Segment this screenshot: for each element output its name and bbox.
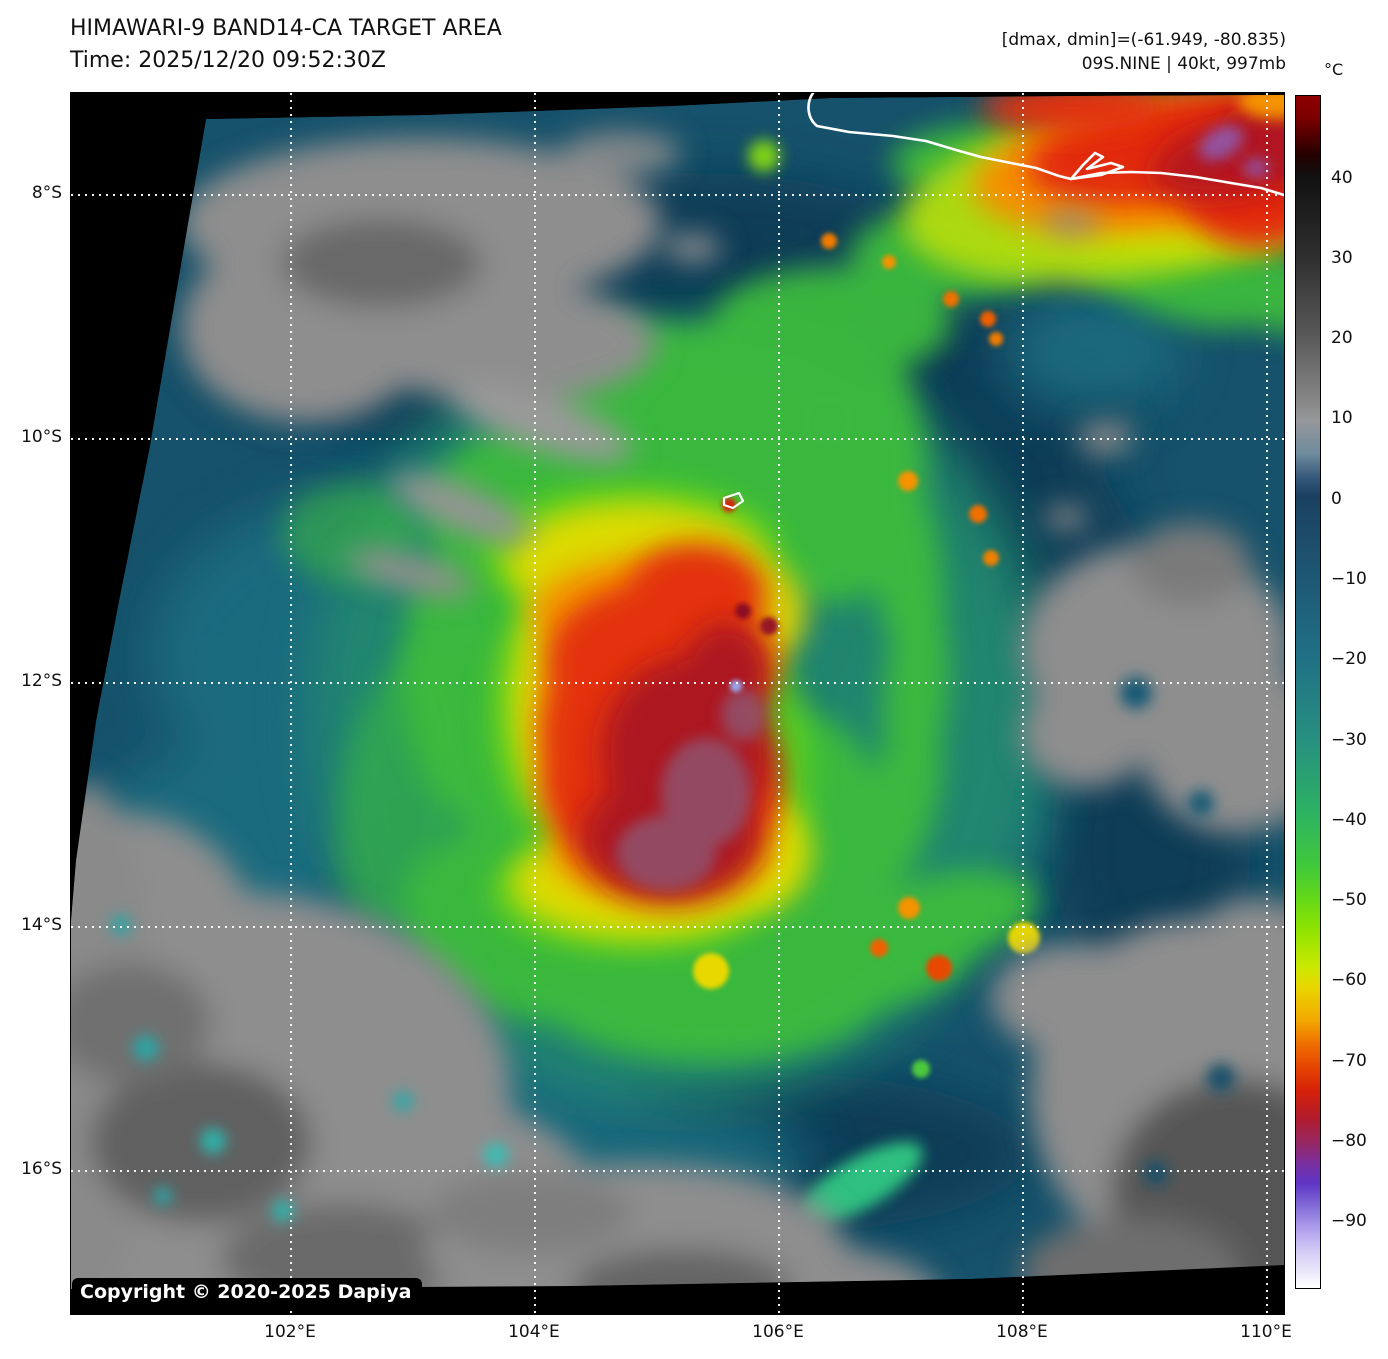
lat-tick-label: 10°S — [21, 427, 62, 448]
lon-tick-label: 106°E — [752, 1322, 804, 1342]
ir-raster — [71, 95, 1284, 1289]
copyright-badge: Copyright © 2020-2025 Dapiya — [72, 1278, 423, 1307]
lon-tick-label: 110°E — [1240, 1322, 1292, 1342]
page-title: HIMAWARI-9 BAND14-CA TARGET AREA — [70, 16, 502, 41]
temperature-colorbar — [1295, 95, 1321, 1289]
colorbar-tick-label: −70 — [1331, 1050, 1367, 1071]
colorbar-tick-label: 40 — [1331, 167, 1353, 188]
satellite-imagery — [71, 93, 1284, 1314]
colorbar-tick-label: −30 — [1331, 729, 1367, 750]
colorbar-tick-label: −10 — [1331, 568, 1367, 589]
map-plot-area: Copyright © 2020-2025 Dapiya — [70, 92, 1285, 1315]
colorbar-tick-label: 20 — [1331, 328, 1353, 349]
graticule-gridlines — [71, 93, 1284, 1314]
colorbar-tick-label: −60 — [1331, 970, 1367, 991]
colorbar-tick-label: −80 — [1331, 1131, 1367, 1152]
colorbar-tick-label: −40 — [1331, 809, 1367, 830]
colorbar-tick-label: −90 — [1331, 1211, 1367, 1232]
colorbar-tick-label: 0 — [1331, 488, 1342, 509]
lat-tick-label: 8°S — [31, 182, 62, 203]
lon-tick-label: 102°E — [264, 1322, 316, 1342]
lon-tick-label: 104°E — [508, 1322, 560, 1342]
java-coastline — [807, 93, 1284, 197]
colorbar-tick-label: 30 — [1331, 247, 1353, 268]
colorbar-tick-label: −50 — [1331, 890, 1367, 911]
lat-tick-label: 12°S — [21, 670, 62, 691]
storm-intensity-annotation: 09S.NINE | 40kt, 997mb — [1081, 54, 1286, 74]
lat-tick-label: 16°S — [21, 1159, 62, 1180]
lon-tick-label: 108°E — [996, 1322, 1048, 1342]
island-outline — [722, 491, 745, 510]
colorbar-unit-label: °C — [1324, 60, 1344, 79]
colorbar-tick-label: −20 — [1331, 649, 1367, 670]
dmax-dmin-annotation: [dmax, dmin]=(-61.949, -80.835) — [1001, 30, 1286, 50]
colorbar-tick-label: 10 — [1331, 408, 1353, 429]
timestamp: Time: 2025/12/20 09:52:30Z — [70, 48, 386, 73]
lat-tick-label: 14°S — [21, 914, 62, 935]
